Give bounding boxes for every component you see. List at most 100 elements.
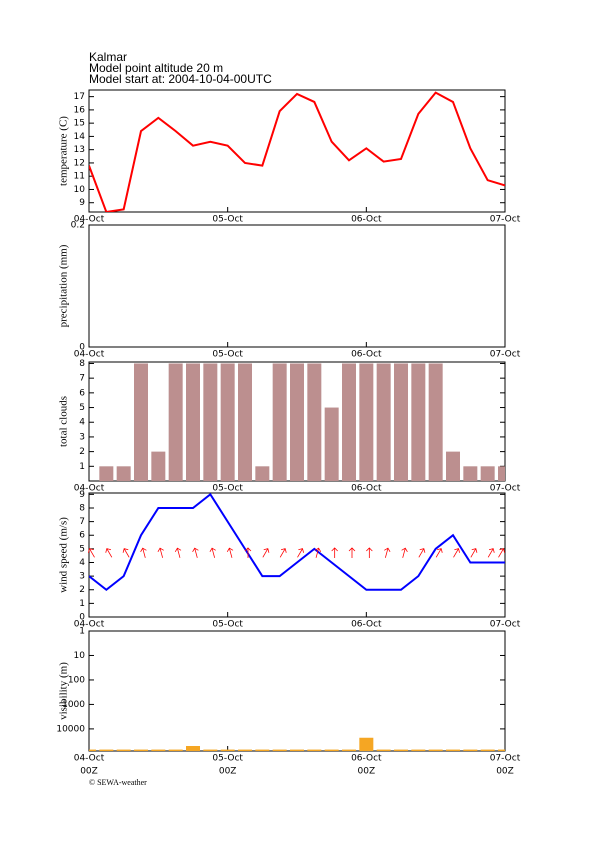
bar xyxy=(463,749,478,751)
y-axis-label: precipitation (mm) xyxy=(58,244,70,327)
wind-arrow xyxy=(122,548,130,558)
panel-frame xyxy=(88,89,506,213)
bar xyxy=(411,749,426,751)
bar xyxy=(359,737,374,751)
bar xyxy=(290,363,304,481)
y-tick-label: 3 xyxy=(79,432,85,442)
x-tick-label: 05-Oct xyxy=(212,484,243,494)
wind-arrow xyxy=(209,547,216,558)
bar xyxy=(307,363,322,481)
wind-arrow xyxy=(487,548,495,558)
y-tick-label: 0 xyxy=(79,343,85,353)
y-tick-label: 17 xyxy=(74,92,85,102)
bar xyxy=(324,407,339,481)
bar xyxy=(220,363,235,481)
bar xyxy=(168,363,183,481)
x-tick-label: 07-Oct xyxy=(490,215,521,225)
x-tick-sublabel: 00Z xyxy=(358,767,376,777)
y-axis-label: visibility (m) xyxy=(58,662,70,720)
wind-arrow xyxy=(348,547,356,558)
wind-arrow xyxy=(262,548,270,558)
wind-arrow xyxy=(174,547,182,558)
bar xyxy=(116,466,131,481)
x-tick-label: 07-Oct xyxy=(490,754,521,764)
bar xyxy=(498,749,505,751)
x-tick-label: 06-Oct xyxy=(351,484,382,494)
panel-frame xyxy=(88,224,506,348)
x-tick-label: 06-Oct xyxy=(351,215,382,225)
x-tick-label: 04-Oct xyxy=(74,484,105,494)
y-tick-label: 2 xyxy=(79,585,85,595)
wind-arrow xyxy=(105,548,113,558)
bar xyxy=(394,363,408,481)
y-tick-label: 8 xyxy=(79,359,85,369)
bar xyxy=(255,466,270,481)
y-tick-label: 3 xyxy=(79,572,85,582)
x-tick-label: 04-Oct xyxy=(74,350,105,360)
x-tick-sublabel: 00Z xyxy=(80,767,98,777)
x-tick-label: 06-Oct xyxy=(351,350,382,360)
y-tick-label: 7 xyxy=(79,517,85,527)
bar xyxy=(376,363,391,481)
y-tick-label: 1000 xyxy=(62,700,85,710)
y-tick-label: 7 xyxy=(79,374,85,384)
y-tick-label: 11 xyxy=(74,172,85,182)
wind-arrow xyxy=(453,548,460,558)
wind-arrow xyxy=(331,547,338,558)
bar xyxy=(446,451,460,481)
bar xyxy=(342,749,356,751)
y-tick-label: 1 xyxy=(79,627,85,637)
bar xyxy=(446,749,460,751)
x-tick-label: 04-Oct xyxy=(74,215,105,225)
y-tick-label: 9 xyxy=(79,490,85,500)
bar xyxy=(99,466,114,481)
bar xyxy=(151,749,166,751)
wind-arrow xyxy=(314,547,322,558)
panel-frame xyxy=(88,492,506,618)
wind-arrow xyxy=(297,548,304,558)
wind-arrow xyxy=(244,547,252,558)
y-tick-label: 2 xyxy=(79,447,85,457)
wind-arrow xyxy=(88,548,95,558)
x-tick-label: 06-Oct xyxy=(351,754,382,764)
bar xyxy=(376,749,391,751)
wind-arrow xyxy=(366,547,373,558)
x-tick-label: 05-Oct xyxy=(212,215,243,225)
bar xyxy=(89,749,96,751)
x-tick-label: 04-Oct xyxy=(74,620,105,630)
y-tick-label: 15 xyxy=(74,119,85,129)
wind-arrow xyxy=(498,548,505,558)
y-tick-label: 10 xyxy=(74,651,86,661)
y-tick-label: 16 xyxy=(74,105,86,115)
y-tick-label: 4 xyxy=(79,418,85,428)
y-tick-label: 8 xyxy=(79,503,85,513)
altitude: Model point altitude 20 m xyxy=(89,61,223,75)
bar xyxy=(394,749,408,751)
x-tick-label: 07-Oct xyxy=(490,620,521,630)
bar xyxy=(480,466,495,481)
bar xyxy=(359,363,374,481)
y-tick-label: 5 xyxy=(79,403,85,413)
x-tick-sublabel: 00Z xyxy=(219,767,237,777)
x-tick-label: 04-Oct xyxy=(74,754,105,764)
y-tick-label: 6 xyxy=(79,388,85,398)
bar xyxy=(203,749,218,751)
bar xyxy=(99,749,114,751)
y-axis-label: temperature (C) xyxy=(58,116,70,186)
y-tick-label: 0 xyxy=(79,613,85,623)
y-tick-label: 1 xyxy=(79,462,85,472)
bar xyxy=(255,749,270,751)
bar xyxy=(151,451,166,481)
bar xyxy=(290,749,304,751)
y-tick-label: 10000 xyxy=(56,724,85,734)
y-tick-label: 4 xyxy=(79,558,85,568)
y-tick-label: 5 xyxy=(79,544,85,554)
panel-frame xyxy=(88,630,506,752)
bar xyxy=(307,749,322,751)
wind-arrow xyxy=(470,548,478,558)
y-tick-label: 14 xyxy=(74,132,86,142)
wind-arrow xyxy=(384,547,391,558)
y-axis-label: wind speed (m/s) xyxy=(58,517,70,593)
bar xyxy=(116,749,131,751)
bar xyxy=(428,363,443,481)
